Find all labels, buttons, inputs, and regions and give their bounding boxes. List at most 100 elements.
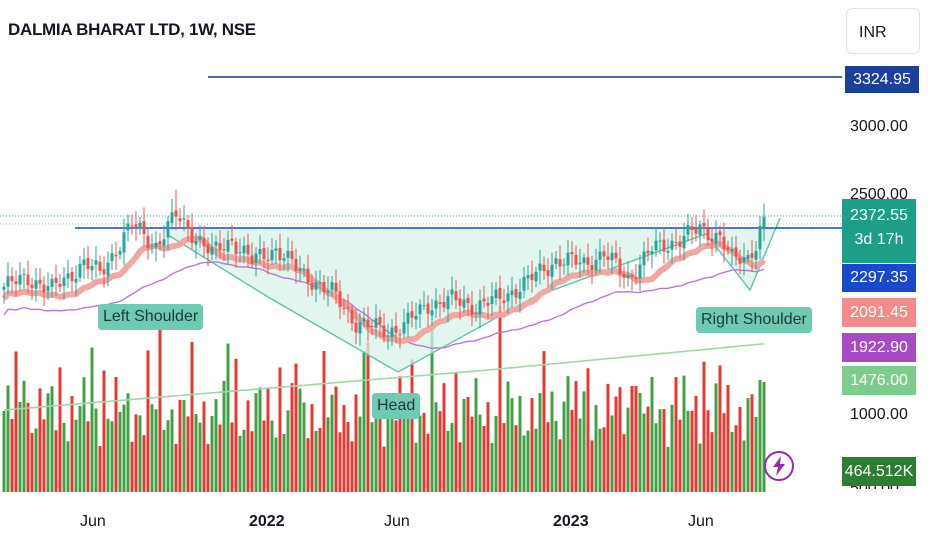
- volume-bar: [610, 415, 614, 492]
- candle-body: [582, 257, 586, 264]
- volume-bar: [514, 425, 518, 492]
- candle-body: [470, 304, 474, 315]
- volume-bar: [350, 441, 354, 492]
- volume-bar: [486, 402, 490, 492]
- resistance-price-label: 3324.95: [845, 66, 919, 93]
- candle-body: [306, 268, 310, 283]
- currency-button[interactable]: INR: [846, 8, 920, 54]
- volume-bar: [454, 373, 458, 492]
- lightning-bolt-icon[interactable]: [764, 451, 794, 481]
- volume-bar: [262, 420, 266, 492]
- candle-body: [418, 304, 422, 315]
- candle-body: [586, 257, 590, 265]
- volume-bar: [286, 410, 290, 492]
- volume-bar: [710, 432, 714, 492]
- volume-bar: [426, 433, 430, 492]
- volume-bar: [470, 416, 474, 492]
- candle-body: [746, 254, 750, 259]
- candle-body: [486, 303, 490, 306]
- volume-bar: [198, 422, 202, 492]
- volume-bar: [530, 398, 534, 492]
- volume-bar: [750, 394, 754, 492]
- candle-body: [762, 216, 766, 228]
- candle-body: [194, 241, 198, 245]
- volume-bar: [14, 351, 18, 492]
- volume-bar: [506, 381, 510, 492]
- candle-body: [706, 228, 710, 241]
- volume-bar: [498, 306, 502, 492]
- candle-body: [498, 287, 502, 299]
- candle-body: [62, 277, 66, 286]
- volume-bar: [78, 405, 82, 492]
- volume-bar: [442, 383, 446, 492]
- candle-body: [350, 309, 354, 324]
- volume-bar: [182, 400, 186, 492]
- candle-body: [722, 236, 726, 250]
- volume-bar: [30, 432, 34, 492]
- candle-body: [42, 284, 46, 293]
- candle-body: [558, 259, 562, 267]
- neckline-price-label: 2297.35: [842, 264, 916, 292]
- candle-body: [410, 311, 414, 318]
- candle-body: [242, 245, 246, 254]
- candle-body: [550, 264, 554, 277]
- volume-bar: [698, 443, 702, 492]
- volume-bar: [746, 398, 750, 492]
- volume-bar: [702, 361, 706, 492]
- volume-bar: [374, 405, 378, 492]
- candle-body: [318, 282, 322, 284]
- volume-bar: [50, 386, 54, 492]
- candle-body: [602, 251, 606, 257]
- candle-body: [302, 268, 306, 270]
- volume-bar: [390, 415, 394, 492]
- candle-body: [322, 282, 326, 293]
- volume-bar: [758, 379, 762, 492]
- volume-bar: [614, 396, 618, 492]
- volume-bar: [246, 400, 250, 492]
- candle-body: [530, 274, 534, 280]
- candle-body: [714, 233, 718, 244]
- candle-body: [414, 315, 418, 320]
- candle-body: [678, 241, 682, 247]
- candle-body: [718, 231, 722, 236]
- volume-bar: [110, 421, 114, 492]
- volume-bar: [242, 429, 246, 492]
- candle-body: [126, 223, 130, 231]
- volume-bar: [686, 410, 690, 492]
- candle-body: [14, 281, 18, 285]
- candle-body: [454, 291, 458, 301]
- x-tick-jun-2022: Jun: [384, 513, 410, 530]
- sma-slow-price-label: 1476.00: [842, 366, 916, 395]
- candle-body: [406, 312, 410, 324]
- candle-body: [282, 258, 286, 261]
- candle-body: [158, 241, 162, 244]
- candle-body: [634, 277, 638, 279]
- pattern-fill: [168, 218, 780, 372]
- volume-bar: [290, 383, 294, 492]
- candle-body: [726, 247, 730, 250]
- volume-bar: [570, 409, 574, 492]
- candle-body: [370, 326, 374, 327]
- candle-body: [86, 258, 90, 269]
- volume-bar: [670, 404, 674, 492]
- candle-body: [450, 289, 454, 295]
- volume-bar: [706, 410, 710, 492]
- candle-body: [590, 265, 594, 271]
- candle-body: [250, 255, 254, 264]
- volume-bar: [266, 388, 270, 492]
- volume-bar: [274, 437, 278, 492]
- candle-body: [566, 252, 570, 266]
- volume-bar: [678, 419, 682, 492]
- head-label: Head: [372, 393, 421, 419]
- candle-body: [666, 250, 670, 253]
- volume-bar: [354, 394, 358, 492]
- volume-bar: [314, 430, 318, 492]
- candle-body: [22, 274, 26, 276]
- candle-body: [354, 322, 358, 333]
- right-shoulder-label: Right Shoulder: [696, 307, 812, 333]
- candle-body: [658, 240, 662, 242]
- candle-body: [362, 318, 366, 322]
- candle-body: [510, 290, 514, 295]
- candle-body: [626, 274, 630, 278]
